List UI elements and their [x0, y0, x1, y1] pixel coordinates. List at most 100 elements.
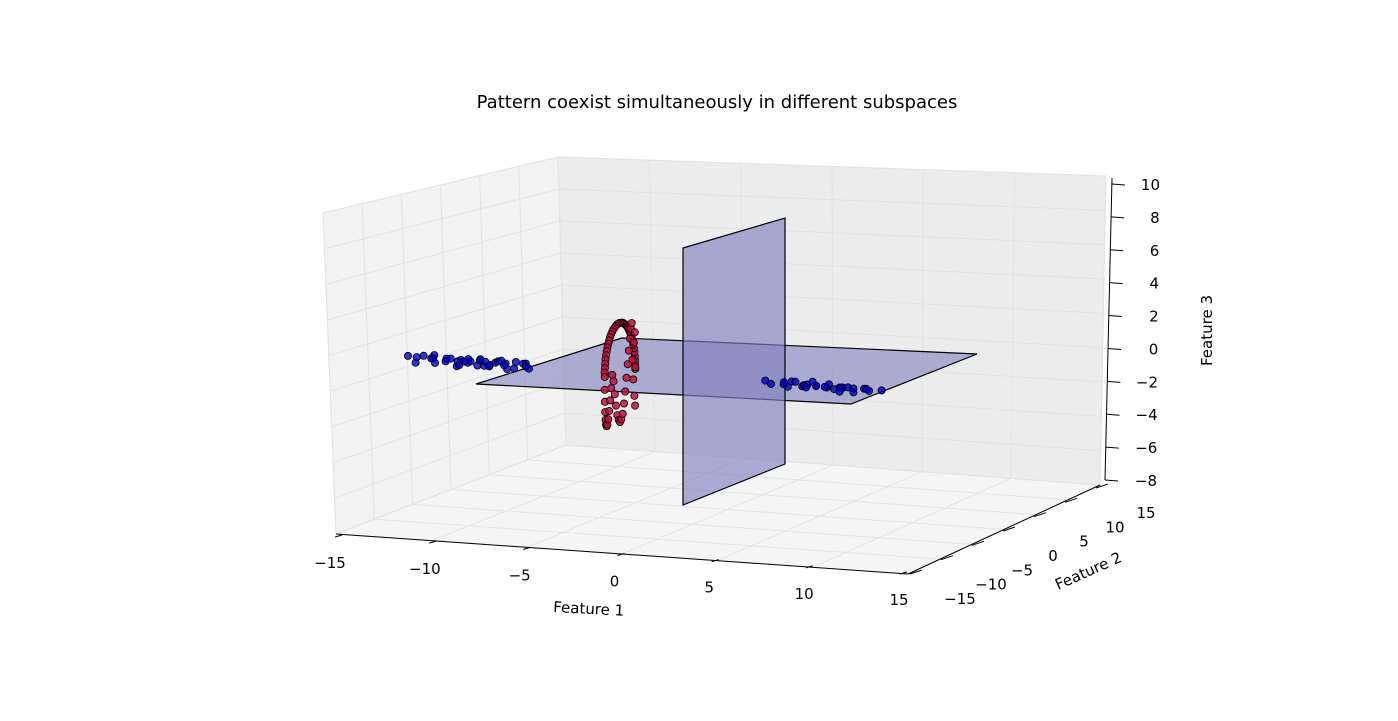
z-tick	[1109, 282, 1123, 285]
cluster-point	[485, 362, 494, 371]
z-tick-label: 6	[1150, 242, 1160, 260]
gridline	[561, 284, 1104, 314]
z-tick	[1105, 446, 1119, 449]
cluster-point	[521, 362, 530, 371]
ring-point	[612, 401, 621, 410]
cluster-point	[849, 384, 858, 393]
ring-point	[629, 375, 638, 384]
ring-point	[604, 415, 613, 424]
z-tick	[1106, 413, 1120, 416]
x-tick	[429, 540, 437, 544]
gridline	[565, 444, 1101, 486]
gridline	[330, 316, 563, 392]
gridline	[1010, 172, 1016, 479]
z-tick-label: 10	[1141, 176, 1160, 194]
y-tick	[909, 569, 923, 575]
gridline	[400, 194, 414, 505]
x-tick-label: −5	[509, 566, 531, 584]
ring-point	[600, 372, 609, 381]
ring-point	[621, 387, 630, 396]
ring-point	[622, 373, 631, 382]
z-tick-label: −6	[1135, 439, 1157, 457]
ring-point	[623, 360, 632, 369]
data-points	[403, 318, 886, 431]
x-tick-label: 5	[705, 579, 715, 597]
ring-point	[629, 338, 638, 347]
ring-point	[628, 355, 637, 364]
gridline	[565, 412, 1101, 452]
gridline	[527, 459, 1069, 501]
gridline	[479, 175, 490, 475]
y-tick-label: 5	[1079, 533, 1089, 551]
y-axis-label: Feature 2	[1052, 548, 1124, 593]
z-tick-label: −4	[1136, 406, 1158, 424]
x-tick	[334, 534, 343, 538]
z-tick	[1108, 315, 1122, 318]
cluster-point	[802, 383, 811, 392]
z-tick	[1110, 249, 1124, 252]
ring-point	[618, 409, 627, 418]
ticks: −15 −10 −5 0 5 10 15 −15−10−5051015−8−6−4−20246…	[314, 176, 1160, 609]
y-tick	[940, 555, 954, 561]
gridline	[559, 220, 1105, 246]
z-tick-label: −2	[1136, 373, 1158, 391]
ring-point	[610, 390, 619, 399]
z-tick	[1104, 479, 1119, 482]
x-tick-label: 10	[795, 585, 814, 603]
x-tick	[899, 571, 908, 575]
z-tick-label: −8	[1135, 472, 1157, 490]
z-tick-label: 0	[1149, 340, 1159, 358]
cluster-point	[820, 382, 829, 391]
z-tick	[1107, 380, 1121, 383]
gridline	[557, 156, 1107, 177]
gridline	[921, 169, 924, 472]
ring-point	[609, 377, 618, 386]
x-tick	[805, 565, 813, 569]
x-tick-label: −15	[314, 554, 346, 572]
ring-point	[631, 401, 640, 410]
y-tick-label: −15	[944, 590, 976, 608]
gridline	[322, 156, 559, 214]
z-tick	[1108, 347, 1122, 350]
x-axis-label: Feature 1	[553, 598, 625, 620]
gridline	[324, 188, 560, 250]
gridline	[325, 220, 560, 285]
y-tick	[971, 540, 985, 546]
gridline	[332, 380, 565, 464]
z-tick	[1111, 183, 1126, 186]
ring-point	[624, 346, 633, 355]
gridline	[518, 166, 529, 460]
z-axis-label: Feature 3	[1198, 295, 1216, 366]
cluster-point	[412, 353, 421, 362]
cluster-point	[808, 377, 817, 386]
gridline	[334, 412, 566, 499]
cluster-point	[791, 377, 800, 386]
y-tick	[1064, 497, 1078, 503]
cluster-point	[877, 386, 886, 395]
gridline	[1099, 175, 1107, 486]
x-tick	[523, 546, 531, 550]
cluster-point	[511, 357, 520, 366]
ring-point	[630, 391, 639, 400]
vertical-plane	[682, 217, 786, 506]
z-axis-line	[1104, 177, 1113, 481]
y-tick-label: 15	[1136, 504, 1155, 522]
gridline	[648, 160, 656, 452]
cluster-point	[446, 354, 455, 363]
x-tick	[711, 559, 719, 563]
gridline	[560, 252, 1105, 280]
cluster-point	[780, 378, 789, 387]
ring-point	[631, 363, 640, 372]
cluster-point	[419, 351, 428, 360]
gridline	[440, 184, 452, 490]
y-tick-label: 10	[1105, 518, 1124, 536]
x-tick-label: 15	[889, 591, 908, 609]
y-tick	[1002, 526, 1016, 532]
ring-point	[607, 384, 616, 393]
z-tick-label: 8	[1150, 209, 1160, 227]
gridline	[831, 166, 834, 466]
gridline	[327, 252, 561, 321]
ring-point	[606, 396, 615, 405]
